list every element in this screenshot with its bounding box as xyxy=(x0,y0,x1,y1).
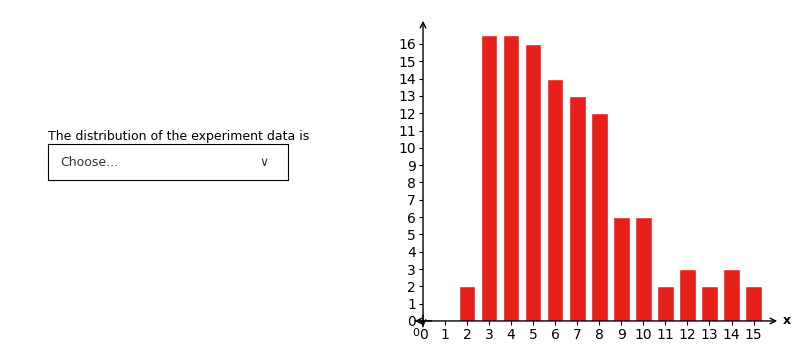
Bar xyxy=(635,217,652,321)
Bar xyxy=(591,113,607,321)
Bar xyxy=(702,286,718,321)
Bar xyxy=(613,217,630,321)
Text: The distribution of the experiment data is: The distribution of the experiment data … xyxy=(48,130,310,143)
Text: ∨: ∨ xyxy=(259,156,269,168)
Bar xyxy=(547,78,563,321)
Text: Choose...: Choose... xyxy=(60,156,118,168)
Bar xyxy=(481,35,498,321)
Bar xyxy=(459,286,475,321)
Bar xyxy=(503,35,519,321)
Bar xyxy=(525,44,542,321)
Bar xyxy=(723,269,740,321)
Bar xyxy=(746,286,762,321)
Bar xyxy=(657,286,674,321)
Text: x: x xyxy=(783,314,791,328)
Text: 0: 0 xyxy=(412,328,419,338)
Bar xyxy=(679,269,696,321)
Bar xyxy=(569,96,586,321)
